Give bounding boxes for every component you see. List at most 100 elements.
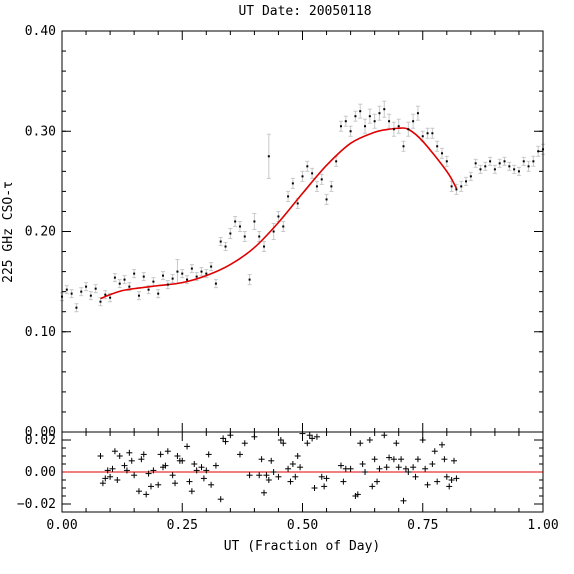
residual-y-tick-label: 0.00 — [25, 465, 56, 480]
residual-point — [429, 461, 436, 467]
x-tick-label: 0.00 — [46, 518, 77, 533]
residual-point — [311, 485, 318, 491]
data-point — [137, 294, 140, 297]
residual-point — [174, 453, 181, 459]
residual-point — [184, 443, 191, 450]
data-point — [503, 160, 506, 163]
residual-point — [256, 472, 263, 479]
data-point — [397, 125, 400, 128]
data-point — [248, 278, 251, 281]
data-point — [272, 230, 275, 233]
residual-point — [208, 481, 215, 488]
data-point — [296, 202, 299, 205]
data-point — [277, 215, 280, 218]
residual-point — [280, 440, 287, 447]
tau-y-tick-label: 0.40 — [25, 24, 56, 39]
residual-point — [150, 467, 157, 474]
data-point — [104, 293, 107, 296]
residual-point — [354, 491, 361, 498]
data-point — [306, 165, 309, 168]
data-point — [162, 274, 165, 277]
data-point — [267, 155, 270, 158]
residual-point — [179, 457, 186, 464]
residual-point — [220, 435, 227, 442]
data-point — [407, 128, 410, 131]
residual-point — [323, 475, 330, 482]
data-point — [195, 275, 198, 278]
data-point — [181, 272, 184, 275]
data-point — [253, 220, 256, 223]
residual-point — [340, 478, 347, 485]
data-point — [89, 294, 92, 297]
residual-y-tick-label: 0.02 — [25, 433, 56, 448]
residual-point — [277, 437, 284, 443]
data-point — [315, 185, 318, 188]
residual-point — [145, 470, 152, 477]
data-point — [378, 112, 381, 115]
residual-point — [287, 478, 294, 485]
residual-point — [147, 483, 154, 490]
data-point — [489, 160, 492, 163]
data-point — [421, 135, 424, 138]
y-axis-label: 225 GHz CSO-τ — [1, 181, 16, 283]
residual-point — [198, 464, 205, 471]
residual-y-tick-label: −0.02 — [17, 497, 56, 512]
residual-point — [337, 462, 344, 469]
residual-point — [443, 473, 450, 480]
residual-point — [169, 472, 176, 479]
residual-point — [446, 483, 453, 490]
data-point — [205, 272, 208, 275]
data-point — [128, 285, 131, 288]
residual-point — [131, 472, 138, 479]
residual-point — [164, 448, 171, 455]
data-point — [166, 283, 169, 286]
residual-point — [107, 473, 114, 480]
residual-point — [438, 441, 445, 448]
data-point — [416, 112, 419, 115]
residual-point — [410, 464, 417, 471]
x-tick-label: 0.75 — [407, 518, 438, 533]
residual-point — [123, 467, 130, 474]
data-point — [171, 277, 174, 280]
data-point — [364, 125, 367, 128]
residual-point — [381, 432, 388, 439]
residual-point — [265, 477, 272, 483]
residual-point — [261, 489, 268, 496]
residual-point — [424, 481, 431, 488]
residual-point — [126, 449, 133, 456]
residual-point — [104, 467, 111, 474]
residual-point — [236, 451, 243, 458]
data-point — [142, 275, 145, 278]
data-point — [532, 160, 535, 163]
residual-point — [357, 440, 364, 447]
residual-point — [398, 456, 405, 463]
data-point — [65, 288, 68, 291]
residual-point — [386, 454, 393, 461]
data-point — [186, 278, 189, 281]
data-point — [133, 272, 136, 275]
residual-point — [217, 496, 224, 503]
data-point — [465, 180, 468, 183]
residual-point — [431, 448, 438, 455]
residual-point — [97, 453, 104, 459]
x-tick-labels: 0.00 0.25 0.50 0.75 1.00 — [46, 518, 558, 533]
data-point — [320, 178, 323, 181]
residual-point — [251, 433, 258, 440]
data-point — [229, 232, 232, 235]
residual-point — [275, 473, 282, 480]
tau-panel: 0.00 0.10 0.20 0.30 0.40 225 GHz CSO-τ — [1, 24, 545, 440]
residual-point — [369, 483, 376, 490]
residual-point — [412, 473, 419, 480]
residual-point — [162, 462, 169, 469]
data-point — [147, 288, 150, 291]
residual-point — [289, 461, 296, 467]
residual-point — [135, 488, 142, 495]
residual-point — [400, 497, 407, 504]
residual-point — [102, 475, 109, 482]
data-point — [479, 168, 482, 171]
residual-point — [441, 456, 448, 463]
residual-point — [128, 457, 135, 464]
data-point — [537, 150, 540, 153]
data-point — [426, 132, 429, 135]
data-point — [176, 270, 179, 273]
